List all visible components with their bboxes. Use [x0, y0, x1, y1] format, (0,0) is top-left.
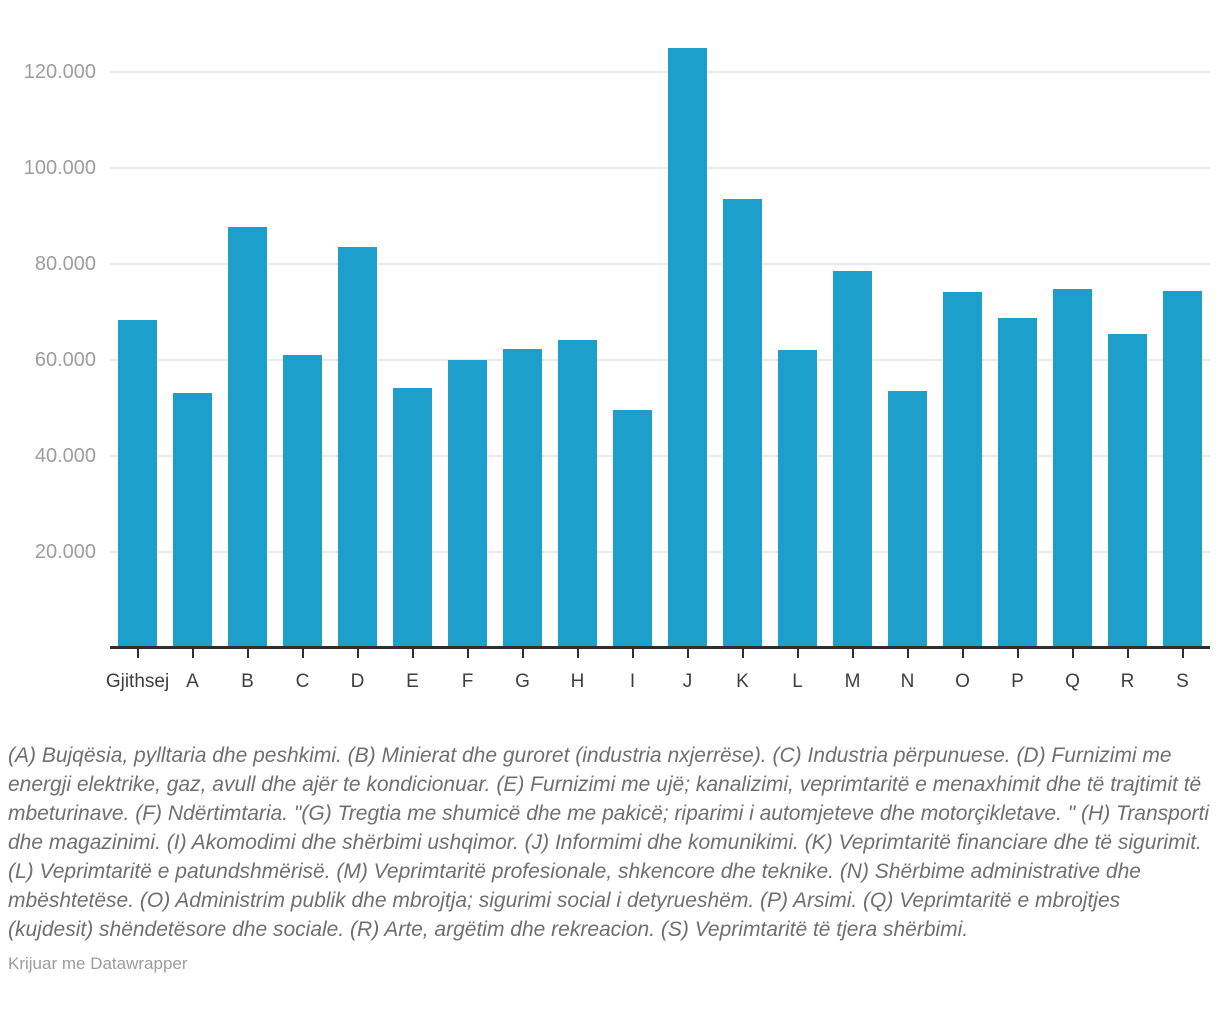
x-axis-line [110, 646, 1210, 649]
x-axis-label-b: B [241, 671, 254, 692]
bar-chart: 20.000 40.000 60.000 80.000 100.000 120.000 Gj… [23, 47, 1210, 692]
x-axis-label-f: F [461, 671, 474, 692]
x-axis-tick [466, 649, 469, 658]
bar-m[interactable] [833, 271, 872, 648]
footnote-text: (A) Bujqësia, pylltaria dhe peshkimi. (B… [8, 744, 1210, 941]
attribution-prefix: Krijuar me [8, 954, 86, 973]
bar-r[interactable] [1108, 334, 1147, 648]
attribution: Krijuar me Datawrapper [8, 953, 1210, 974]
x-axis-tick [686, 649, 689, 658]
x-axis-tick [906, 649, 909, 658]
bar-b[interactable] [228, 227, 267, 648]
x-axis-tick [521, 649, 524, 658]
x-axis-label-k: K [736, 671, 749, 692]
bar-q[interactable] [1053, 288, 1092, 648]
gridline [110, 454, 1210, 457]
x-axis-label-n: N [900, 671, 915, 692]
gridline [110, 262, 1210, 265]
bar-a[interactable] [173, 392, 212, 648]
x-axis-tick [1181, 649, 1184, 658]
x-axis-tick [631, 649, 634, 658]
bar-gjithsej[interactable] [118, 319, 157, 648]
x-axis-tick [741, 649, 744, 658]
x-axis-tick [356, 649, 359, 658]
x-axis-tick [1071, 649, 1074, 658]
bar-e[interactable] [393, 387, 432, 648]
bar-o[interactable] [943, 292, 982, 648]
x-axis-tick [136, 649, 139, 658]
x-axis-label-p: P [1011, 671, 1024, 692]
gridline [110, 550, 1210, 553]
bar-c[interactable] [283, 354, 322, 648]
x-axis-label-r: R [1120, 671, 1135, 692]
bar-k[interactable] [723, 198, 762, 648]
x-axis-tick [411, 649, 414, 658]
bar-f[interactable] [448, 360, 487, 648]
y-axis-tick-label: 120.000 [23, 60, 96, 83]
bar-g[interactable] [503, 349, 542, 648]
x-axis-label-d: D [350, 671, 365, 692]
x-axis-label-q: Q [1065, 671, 1080, 692]
bar-d[interactable] [338, 246, 377, 648]
bar-p[interactable] [998, 317, 1037, 648]
y-axis-tick-label: 80.000 [34, 252, 96, 275]
x-axis-tick [191, 649, 194, 658]
gridline [110, 358, 1210, 361]
x-axis-label-j: J [682, 671, 693, 692]
bar-i[interactable] [613, 410, 652, 648]
gridline [110, 166, 1210, 169]
x-axis-label-s: S [1176, 671, 1189, 692]
x-axis-label-i: I [629, 671, 636, 692]
bar-s[interactable] [1163, 290, 1202, 648]
x-axis-label-m: M [844, 671, 861, 692]
x-axis-label-o: O [955, 671, 970, 692]
x-axis-tick [851, 649, 854, 658]
x-axis-tick [961, 649, 964, 658]
x-axis-tick [1016, 649, 1019, 658]
x-axis-label-g: G [515, 671, 530, 692]
bar-h[interactable] [558, 340, 597, 648]
y-axis-tick-label: 20.000 [34, 540, 96, 563]
x-axis-label-h: H [570, 671, 585, 692]
x-axis-label-l: L [792, 671, 803, 692]
x-axis-label-e: E [406, 671, 419, 692]
x-axis-label-c: C [295, 671, 310, 692]
x-axis-tick [796, 649, 799, 658]
x-axis-tick [1126, 649, 1129, 658]
y-axis-tick-label: 40.000 [34, 444, 96, 467]
gridline [110, 70, 1210, 73]
bar-l[interactable] [778, 349, 817, 648]
x-axis-label-a: A [186, 671, 199, 692]
y-axis-tick-label: 100.000 [23, 156, 96, 179]
datawrapper-link[interactable]: Datawrapper [90, 954, 188, 973]
plot-area: 20.000 40.000 60.000 80.000 100.000 120.000 Gj… [23, 47, 1210, 692]
bar-j[interactable] [668, 47, 707, 648]
y-axis-tick-label: 60.000 [34, 348, 96, 371]
x-axis-tick [246, 649, 249, 658]
x-axis-tick [576, 649, 579, 658]
x-axis-label-gjithsej: Gjithsej [105, 671, 170, 692]
x-axis-tick [301, 649, 304, 658]
bar-n[interactable] [888, 391, 927, 648]
